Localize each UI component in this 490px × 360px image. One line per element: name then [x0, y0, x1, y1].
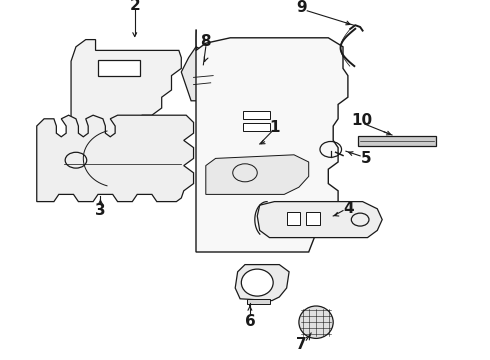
- Ellipse shape: [242, 269, 273, 296]
- PathPatch shape: [206, 155, 309, 194]
- PathPatch shape: [71, 40, 181, 137]
- Bar: [306, 212, 320, 225]
- PathPatch shape: [196, 38, 348, 252]
- PathPatch shape: [257, 202, 382, 238]
- PathPatch shape: [247, 299, 270, 304]
- Text: 3: 3: [95, 203, 106, 218]
- Text: 4: 4: [343, 201, 354, 216]
- Bar: [287, 212, 300, 225]
- PathPatch shape: [37, 115, 194, 202]
- Ellipse shape: [299, 306, 333, 338]
- PathPatch shape: [235, 265, 289, 301]
- Bar: [243, 123, 270, 131]
- Text: 8: 8: [200, 34, 211, 49]
- Text: 10: 10: [351, 113, 372, 128]
- Bar: [243, 111, 270, 119]
- Text: 9: 9: [296, 0, 307, 15]
- Text: 6: 6: [245, 314, 255, 329]
- PathPatch shape: [181, 47, 216, 101]
- Text: 1: 1: [269, 120, 280, 135]
- Text: 5: 5: [361, 151, 372, 166]
- Text: 7: 7: [296, 337, 307, 352]
- Bar: [98, 60, 140, 76]
- Bar: [358, 136, 436, 146]
- Text: 2: 2: [129, 0, 140, 13]
